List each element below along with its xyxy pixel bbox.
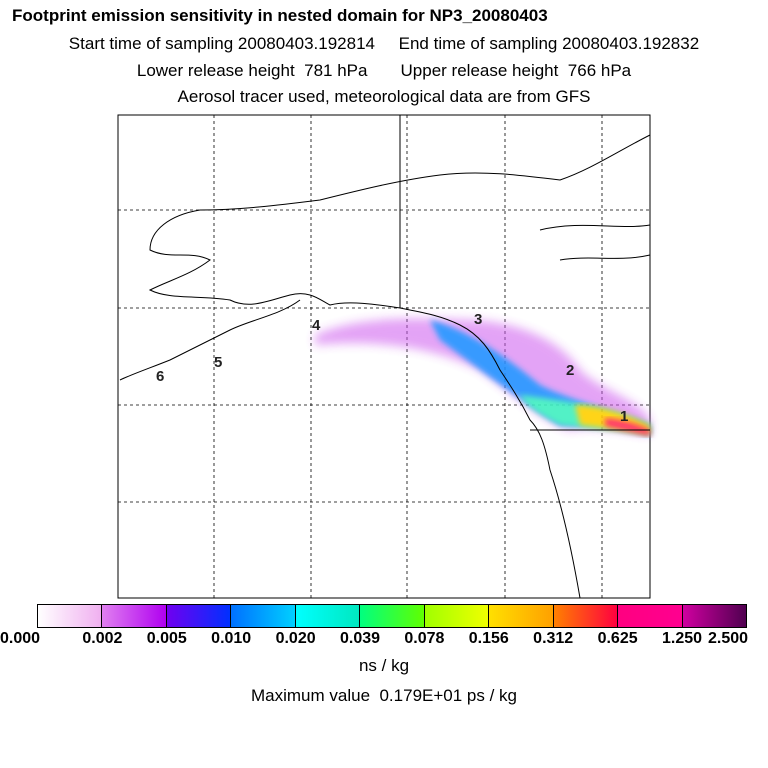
colorbar-tick-label: 0.156 bbox=[468, 630, 509, 647]
colorbar-tick-label: 0.000 bbox=[0, 630, 41, 647]
colorbar-tick-label: 0.010 bbox=[211, 630, 252, 647]
colorbar-segment bbox=[295, 605, 361, 627]
plume bbox=[315, 318, 650, 436]
map-frame bbox=[117, 114, 651, 599]
coastlines bbox=[119, 115, 651, 599]
colorbar-unit: ns / kg bbox=[358, 656, 410, 675]
colorbar-tick-label: 0.312 bbox=[533, 630, 574, 647]
plot-title: Footprint emission sensitivity in nested… bbox=[12, 6, 548, 25]
colorbar-segment bbox=[682, 605, 746, 627]
point-label-6: 6 bbox=[156, 368, 164, 385]
point-label-1: 1 bbox=[620, 408, 628, 425]
colorbar-tick-label: 0.625 bbox=[597, 630, 638, 647]
colorbar-segment bbox=[553, 605, 619, 627]
colorbar-tick-label: 0.078 bbox=[404, 630, 445, 647]
colorbar-segment bbox=[102, 605, 167, 627]
colorbar-tick-label: 0.005 bbox=[146, 630, 187, 647]
colorbar bbox=[37, 604, 747, 628]
plume-mid bbox=[430, 320, 650, 435]
colorbar-tick-label: 0.002 bbox=[82, 630, 123, 647]
colorbar-segment bbox=[360, 605, 425, 627]
colorbar-tick-label: 0.039 bbox=[339, 630, 381, 647]
release-heights: Lower release height 781 hPa Upper relea… bbox=[136, 61, 632, 80]
graticule bbox=[118, 115, 650, 598]
point-label-4: 4 bbox=[312, 317, 321, 334]
colorbar-tick-label: 1.250 bbox=[661, 630, 703, 647]
colorbar-tick-label: 0.020 bbox=[275, 630, 316, 647]
colorbar-segment bbox=[38, 605, 103, 627]
colorbar-tick-label: 2.500 bbox=[707, 630, 749, 647]
maximum-value: Maximum value 0.179E+01 ps / kg bbox=[251, 686, 517, 705]
tracer-info: Aerosol tracer used, meteorological data… bbox=[177, 87, 591, 106]
sampling-times: Start time of sampling 20080403.192814 E… bbox=[68, 34, 700, 53]
point-label-2: 2 bbox=[566, 362, 574, 379]
point-label-3: 3 bbox=[474, 311, 482, 328]
plume-red bbox=[605, 418, 650, 436]
colorbar-segment bbox=[231, 605, 296, 627]
point-label-5: 5 bbox=[214, 354, 222, 371]
colorbar-segment bbox=[424, 605, 490, 627]
colorbar-segment bbox=[166, 605, 232, 627]
colorbar-segment bbox=[618, 605, 683, 627]
colorbar-segment bbox=[489, 605, 554, 627]
